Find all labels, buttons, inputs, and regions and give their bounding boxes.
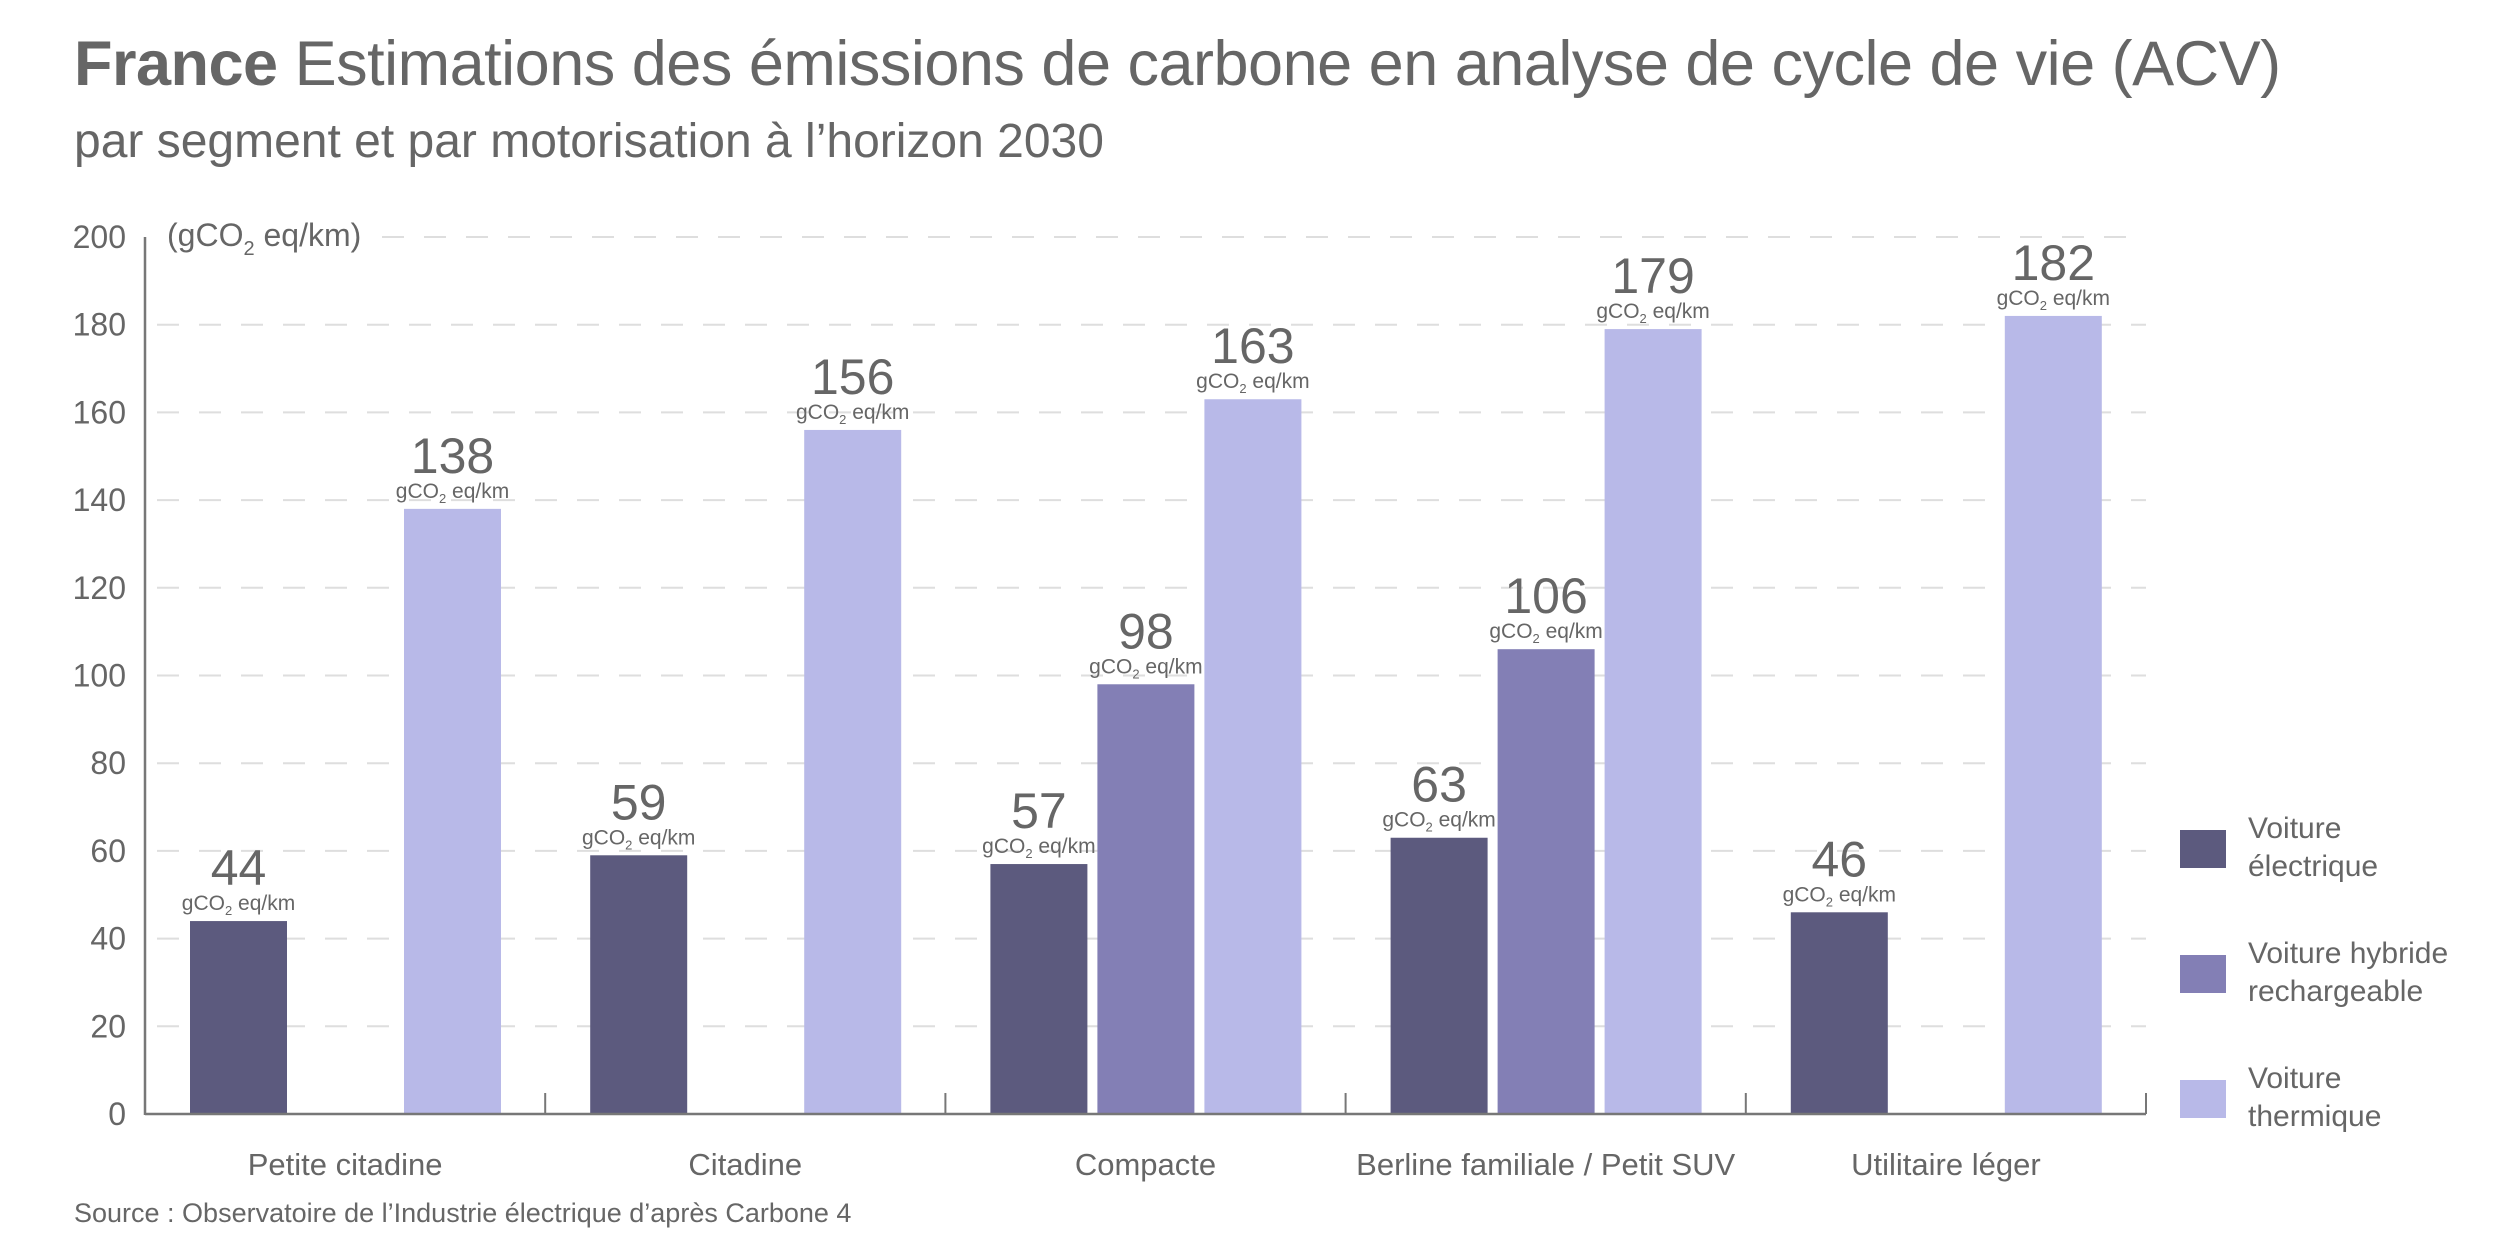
y-tick-label: 160 bbox=[73, 394, 126, 430]
bar-electrique bbox=[1390, 837, 1488, 1114]
category-label: Citadine bbox=[688, 1147, 802, 1182]
value-label: 57 bbox=[1011, 783, 1067, 839]
value-unit-label: gCO2 eq/km bbox=[1596, 300, 1709, 326]
category-label: Berline familiale / Petit SUV bbox=[1356, 1147, 1735, 1182]
bar-electrique bbox=[190, 921, 287, 1114]
category-label: Compacte bbox=[1075, 1147, 1216, 1182]
value-label: 46 bbox=[1811, 831, 1867, 887]
value-unit-label: gCO2 eq/km bbox=[396, 480, 509, 506]
y-tick-label: 120 bbox=[73, 570, 126, 606]
value-unit-label: gCO2 eq/km bbox=[1089, 655, 1202, 681]
legend-item-thermique: Voiture thermique bbox=[2180, 1050, 2500, 1140]
y-tick-label: 100 bbox=[73, 658, 126, 694]
value-unit-label: gCO2 eq/km bbox=[1489, 620, 1602, 646]
bar-electrique bbox=[990, 864, 1088, 1114]
legend-swatch bbox=[2180, 955, 2226, 993]
legend-item-hybride: Voiture hybride rechargeable bbox=[2180, 925, 2500, 1015]
bar-electrique bbox=[1790, 912, 1888, 1114]
value-label: 44 bbox=[211, 840, 267, 896]
legend-label-line: Voiture bbox=[2248, 812, 2342, 845]
bar-thermique bbox=[404, 508, 501, 1114]
source-note: Source : Observatoire de l’Industrie éle… bbox=[74, 1198, 852, 1228]
value-unit-label: gCO2 eq/km bbox=[1997, 287, 2110, 313]
y-tick-label: 140 bbox=[73, 482, 126, 518]
legend-item-electrique: Voiture électrique bbox=[2180, 800, 2500, 890]
bars bbox=[190, 315, 2102, 1115]
x-axis-category-labels: Petite citadine Citadine Compacte Berline f… bbox=[248, 1147, 2041, 1182]
value-unit-label: gCO2 eq/km bbox=[1382, 809, 1495, 835]
value-unit-label: gCO2 eq/km bbox=[796, 401, 909, 427]
value-label: 179 bbox=[1611, 248, 1694, 304]
value-label: 156 bbox=[811, 349, 894, 405]
y-axis-unit-label: (gCO2 eq/km) bbox=[167, 217, 361, 260]
bar-thermique bbox=[804, 429, 902, 1114]
chart-subtitle: par segment et par motorisation à l’hori… bbox=[74, 115, 1104, 168]
value-label: 163 bbox=[1211, 318, 1294, 374]
value-unit-label: gCO2 eq/km bbox=[1196, 370, 1309, 396]
legend-label-line: électrique bbox=[2248, 850, 2379, 883]
bar-hybride bbox=[1097, 684, 1195, 1114]
legend-swatch bbox=[2180, 1080, 2226, 1118]
y-tick-label: 60 bbox=[90, 833, 126, 869]
category-label: Petite citadine bbox=[248, 1147, 443, 1182]
y-tick-label: 200 bbox=[73, 219, 126, 255]
legend-label: Voiture thermique bbox=[2248, 1060, 2500, 1136]
bar-thermique bbox=[1204, 399, 1302, 1114]
legend-label-line: Voiture hybride bbox=[2248, 937, 2449, 970]
legend-label: Voiture hybride rechargeable bbox=[2248, 935, 2500, 1011]
value-label: 59 bbox=[611, 774, 667, 830]
value-label: 106 bbox=[1504, 568, 1587, 624]
value-unit-label: gCO2 eq/km bbox=[182, 892, 295, 918]
y-tick-label: 180 bbox=[73, 307, 126, 343]
category-label: Utilitaire léger bbox=[1851, 1147, 2041, 1182]
value-label: 63 bbox=[1411, 757, 1467, 813]
y-tick-label: 0 bbox=[108, 1096, 126, 1132]
chart-title: France Estimations des émissions de carb… bbox=[74, 28, 2281, 100]
chart-title-country: France bbox=[74, 29, 278, 99]
y-tick-label: 40 bbox=[90, 921, 126, 957]
y-tick-label: 20 bbox=[90, 1008, 126, 1044]
value-label: 138 bbox=[411, 428, 494, 484]
bar-hybride bbox=[1497, 649, 1595, 1114]
bar-thermique bbox=[1604, 329, 1702, 1115]
y-axis-ticks: 0 20 40 60 80 100 120 140 160 180 200 bbox=[73, 219, 126, 1132]
value-label: 182 bbox=[2012, 235, 2095, 291]
bar-thermique bbox=[2004, 315, 2102, 1114]
legend-label-line: thermique bbox=[2248, 1100, 2382, 1133]
chart-title-text: Estimations des émissions de carbone en … bbox=[294, 29, 2282, 99]
axes bbox=[143, 237, 2147, 1116]
legend-label-line: Voiture bbox=[2248, 1062, 2342, 1095]
y-tick-label: 80 bbox=[90, 745, 126, 781]
value-unit-label: gCO2 eq/km bbox=[1783, 883, 1896, 909]
legend-label: Voiture électrique bbox=[2248, 810, 2500, 886]
legend-swatch bbox=[2180, 830, 2226, 868]
legend-label-line: rechargeable bbox=[2248, 975, 2424, 1008]
bar-electrique bbox=[590, 855, 688, 1114]
value-unit-label: gCO2 eq/km bbox=[582, 826, 695, 852]
value-label: 98 bbox=[1118, 603, 1174, 659]
value-unit-label: gCO2 eq/km bbox=[982, 835, 1095, 861]
